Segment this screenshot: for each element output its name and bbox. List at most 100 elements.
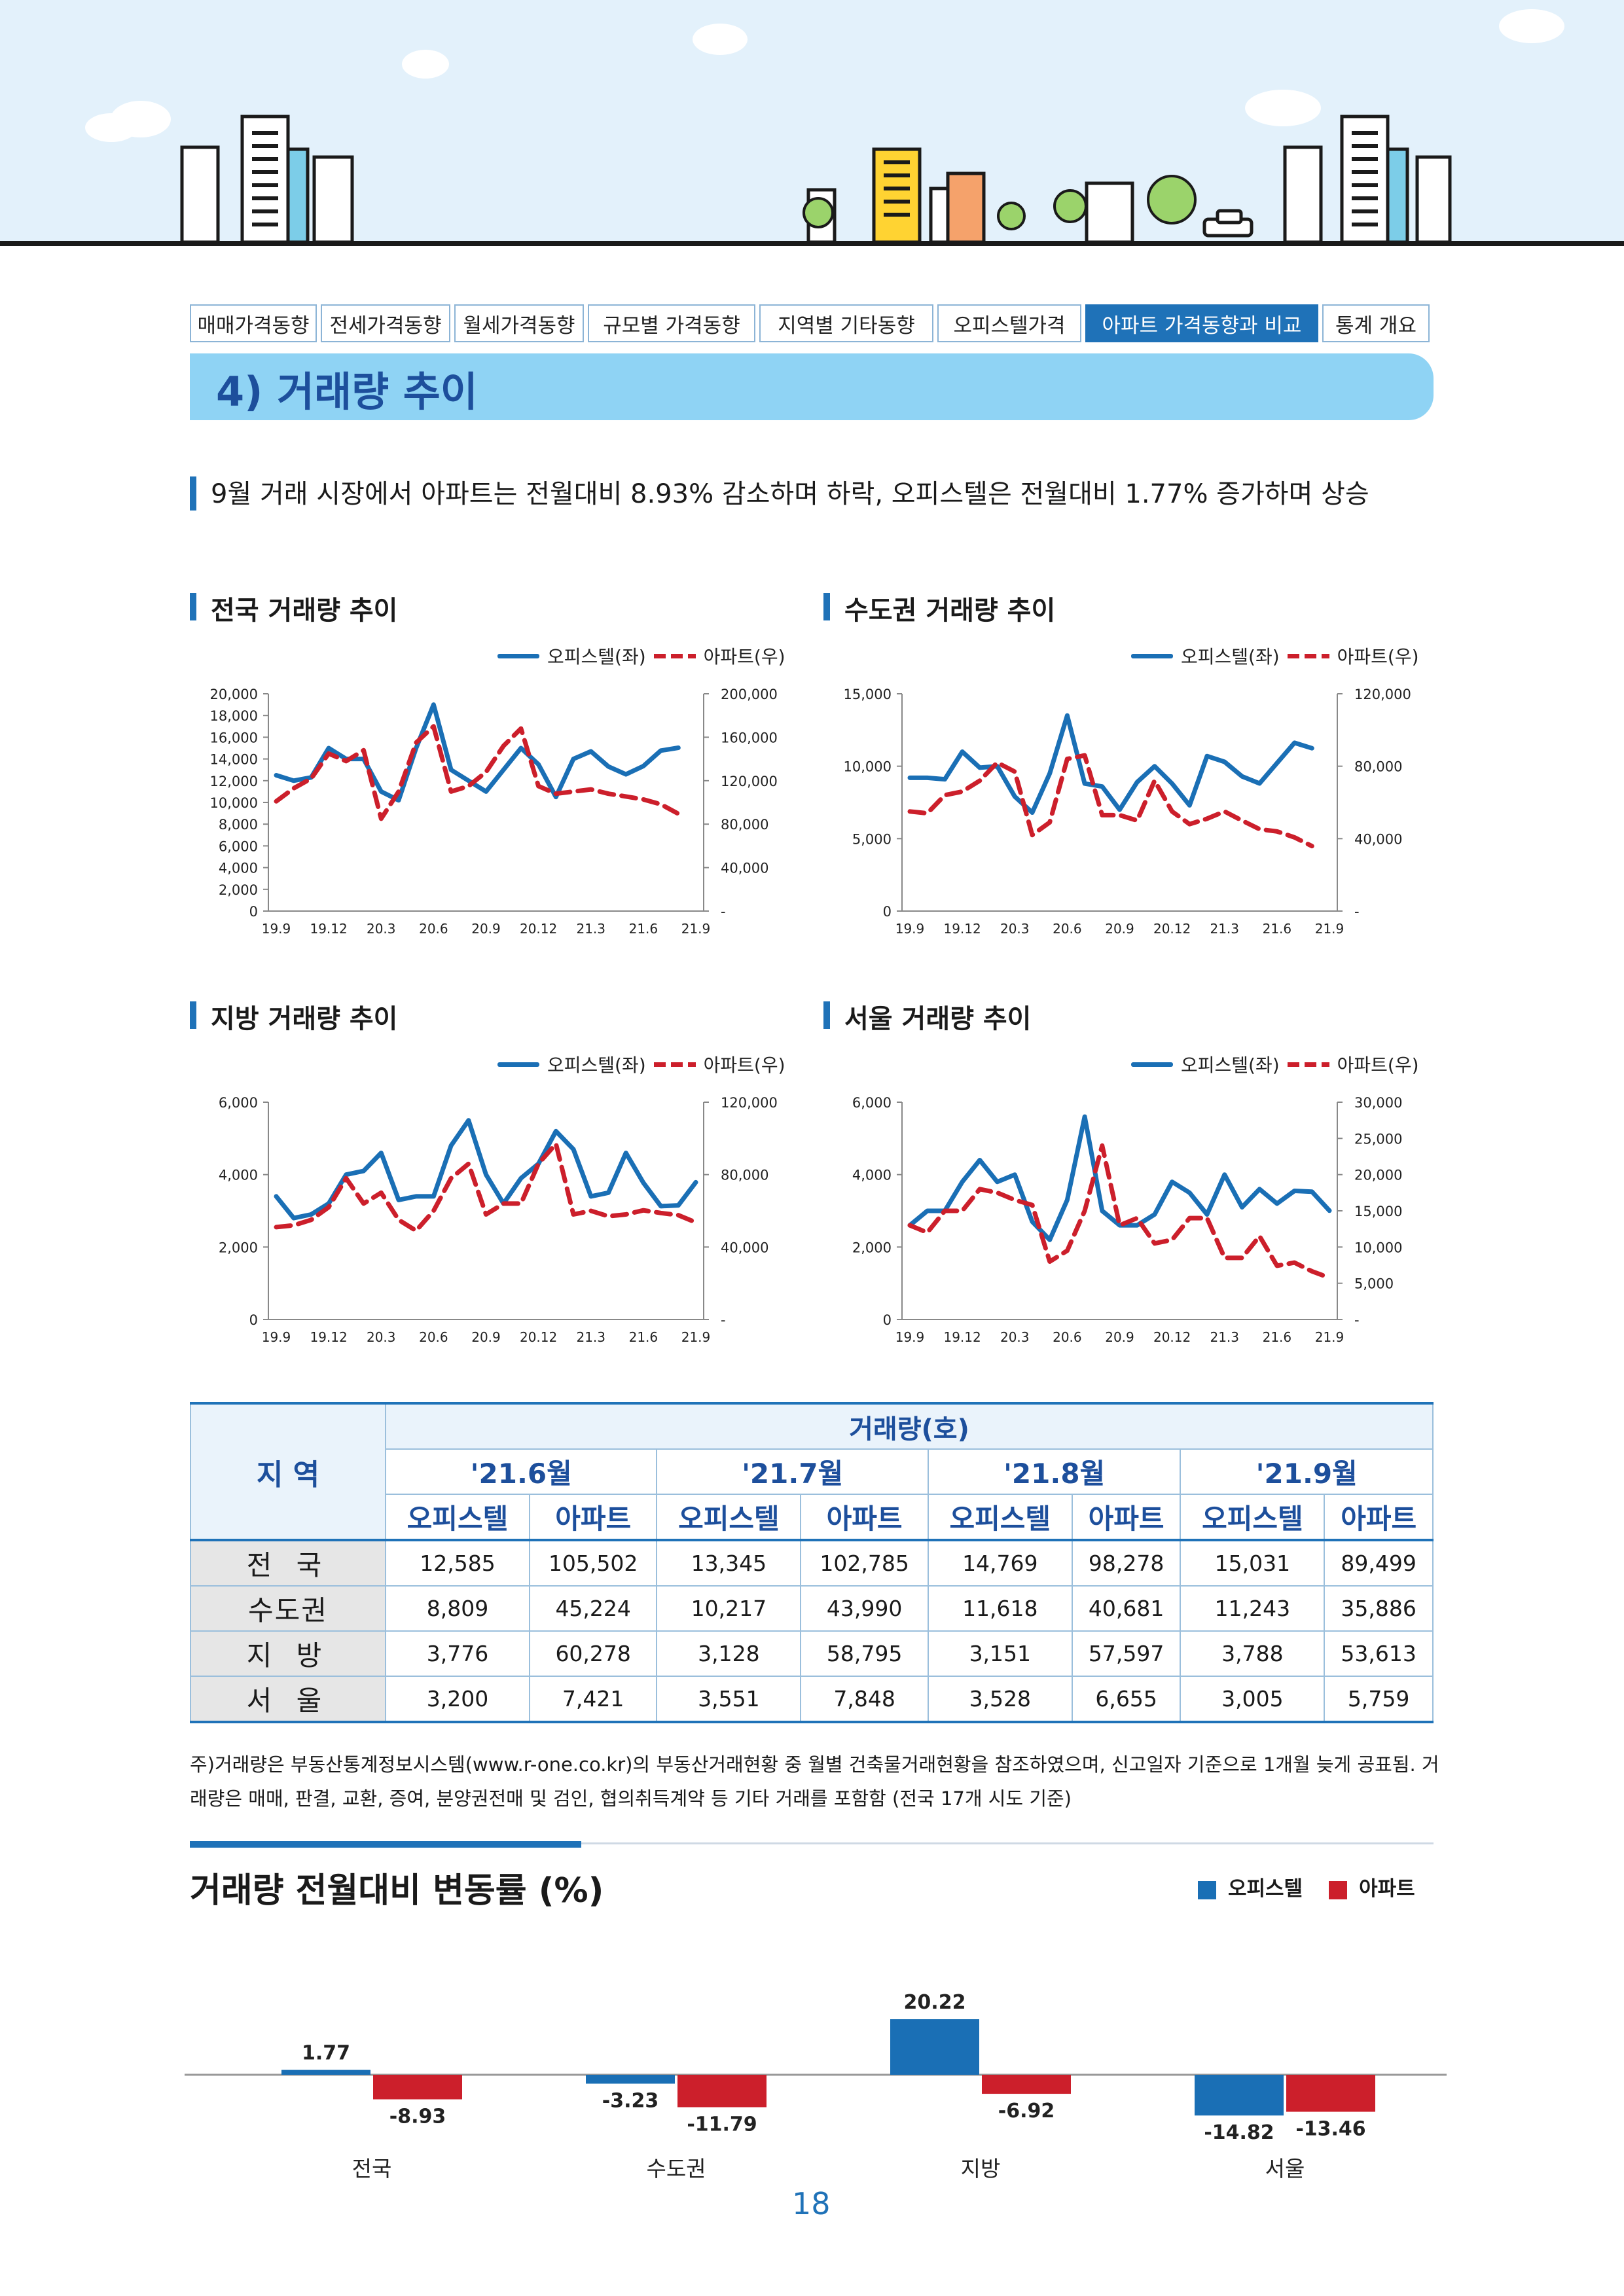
x-tick-label: 20.9 (471, 921, 501, 937)
office-series-line (907, 713, 1314, 815)
x-tick-label: 21.9 (681, 1329, 711, 1345)
legend-apt-swatch (1287, 653, 1329, 658)
y-tick-label-right: 15,000 (1354, 1204, 1402, 1219)
table-cell: 13,345 (656, 1539, 802, 1587)
legend-office-swatch (1131, 653, 1173, 658)
y-tick-label-right: 25,000 (1354, 1131, 1402, 1147)
tab-size-price[interactable]: 규모별 가격동향 (588, 304, 755, 342)
table-row: 서 울 3,200 7,421 3,551 7,848 3,528 6,655 … (190, 1676, 1434, 1723)
y-tick-label-left: 2,000 (219, 1240, 258, 1255)
office-bar-value: -14.82 (1204, 2121, 1274, 2144)
x-tick-label: 19.9 (262, 1329, 291, 1345)
y-tick-label-left: 2,000 (219, 882, 258, 898)
y-tick-label-right: 40,000 (721, 861, 768, 876)
x-tick-label: 21.6 (1263, 921, 1292, 937)
y-tick-label-right: - (721, 904, 726, 920)
tab-sale-price[interactable]: 매매가격동향 (190, 304, 317, 342)
apt-series-line (274, 724, 681, 821)
x-tick-label: 20.6 (1053, 921, 1082, 937)
table-cell: 7,848 (800, 1676, 929, 1723)
chart-title-national: 전국 거래량 추이 (211, 596, 398, 626)
office-series-line (907, 1114, 1332, 1242)
transaction-volume-table: 지 역 거래량(호) '21.6월 '21.7월 '21.8월 '21.9월 오… (190, 1402, 1434, 1723)
ground-line (0, 241, 1624, 246)
x-tick-label: 19.9 (895, 1329, 925, 1345)
table-region-header: 지 역 (190, 1402, 386, 1541)
bar-chart-title: 거래량 전월대비 변동률 (%) (190, 1871, 604, 1910)
apt-bar-value: -13.46 (1295, 2118, 1365, 2141)
y-tick-label-left: 16,000 (210, 730, 258, 745)
y-tick-label-left: 20,000 (210, 687, 258, 702)
summary-text: 9월 거래 시장에서 아파트는 전월대비 8.93% 감소하며 하락, 오피스텔… (211, 479, 1369, 509)
chart-legend: 오피스텔(좌) 아파트(우) (497, 643, 785, 669)
y-tick-label-left: 0 (249, 1312, 258, 1328)
apt-series-line (274, 1141, 698, 1233)
x-tick-label: 20.3 (367, 921, 396, 937)
summary-marker (190, 476, 196, 511)
table-sub-header-office: 오피스텔 (385, 1494, 530, 1541)
y-tick-label-right: 20,000 (1354, 1168, 1402, 1183)
y-tick-label-left: 10,000 (844, 759, 892, 775)
apt-bar-value: -11.79 (687, 2113, 757, 2136)
legend-office-swatch (1131, 1062, 1173, 1067)
tab-stats-overview[interactable]: 통계 개요 (1322, 304, 1430, 342)
x-tick-label: 20.9 (471, 1329, 501, 1345)
y-tick-label-right: 5,000 (1354, 1276, 1394, 1292)
tab-jeonse-price[interactable]: 전세가격동향 (321, 304, 450, 342)
table-cell: 45,224 (528, 1585, 658, 1632)
city-skyline-illustration (85, 9, 1564, 244)
table-sub-header-office: 오피스텔 (1180, 1494, 1326, 1541)
table-row: 수도권 8,809 45,224 10,217 43,990 11,618 40… (190, 1585, 1434, 1632)
table-cell: 105,502 (528, 1539, 658, 1587)
office-bar (890, 2019, 979, 2075)
table-cell: 15,031 (1180, 1539, 1326, 1587)
tab-apt-comparison[interactable]: 아파트 가격동향과 비교 (1085, 304, 1318, 342)
table-cell: 35,886 (1324, 1585, 1434, 1632)
apt-series-line (907, 1143, 1332, 1280)
table-cell: 60,278 (528, 1630, 658, 1677)
category-label: 수도권 (646, 2156, 706, 2181)
y-tick-label-left: 0 (883, 904, 892, 920)
local-volume-chart: 0 2,000 4,000 6,000 - 40,000 80,000 120,000 19.9… (219, 1095, 778, 1345)
y-tick-label-right: 10,000 (1354, 1240, 1402, 1255)
table-region-cell: 서 울 (190, 1676, 386, 1723)
table-month-header: '21.9월 (1180, 1448, 1434, 1495)
office-bar (281, 2070, 370, 2075)
chart-title-marker (190, 593, 196, 620)
y-tick-label-right: 120,000 (1354, 687, 1411, 702)
legend-office-label: 오피스텔(좌) (1181, 646, 1280, 668)
office-bar-value: 1.77 (302, 2042, 350, 2065)
x-tick-label: 21.9 (1315, 1329, 1344, 1345)
table-cell: 3,528 (927, 1676, 1073, 1723)
tab-monthly-rent[interactable]: 월세가격동향 (454, 304, 584, 342)
table-cell: 98,278 (1071, 1539, 1182, 1587)
x-tick-label: 20.6 (419, 921, 448, 937)
table-cell: 8,809 (385, 1585, 530, 1632)
tab-officetel-price[interactable]: 오피스텔가격 (937, 304, 1081, 342)
apt-series-line (907, 753, 1314, 849)
section-divider-accent (190, 1841, 581, 1848)
y-tick-label-left: 6,000 (219, 838, 258, 854)
table-cell: 3,788 (1180, 1630, 1326, 1677)
y-tick-label-left: 8,000 (219, 817, 258, 833)
section-title: 4) 거래량 추이 (216, 368, 478, 416)
table-cell: 3,005 (1180, 1676, 1326, 1723)
category-label: 전국 (352, 2156, 392, 2181)
apt-bar (1286, 2075, 1375, 2112)
table-row: 전 국 12,585 105,502 13,345 102,785 14,769… (190, 1539, 1434, 1587)
y-tick-label-left: 10,000 (210, 795, 258, 811)
x-tick-label: 20.12 (520, 921, 557, 937)
apt-bar-value: -8.93 (389, 2106, 446, 2128)
y-tick-label-right: 120,000 (721, 774, 778, 789)
chart-title-marker (823, 1001, 830, 1029)
x-tick-label: 21.3 (576, 1329, 605, 1345)
y-tick-label-left: 0 (249, 904, 258, 920)
legend-office-label: 오피스텔 (1228, 1877, 1303, 1901)
table-month-header: '21.6월 (384, 1448, 658, 1495)
chart-title-marker (190, 1001, 196, 1029)
table-sub-header-apt: 아파트 (1071, 1494, 1182, 1541)
table-sub-header-apt: 아파트 (800, 1494, 929, 1541)
chart-legend: 오피스텔(좌) 아파트(우) (1131, 643, 1419, 669)
chart-legend: 오피스텔(좌) 아파트(우) (1131, 1051, 1419, 1077)
tab-regional-trends[interactable]: 지역별 기타동향 (759, 304, 933, 342)
